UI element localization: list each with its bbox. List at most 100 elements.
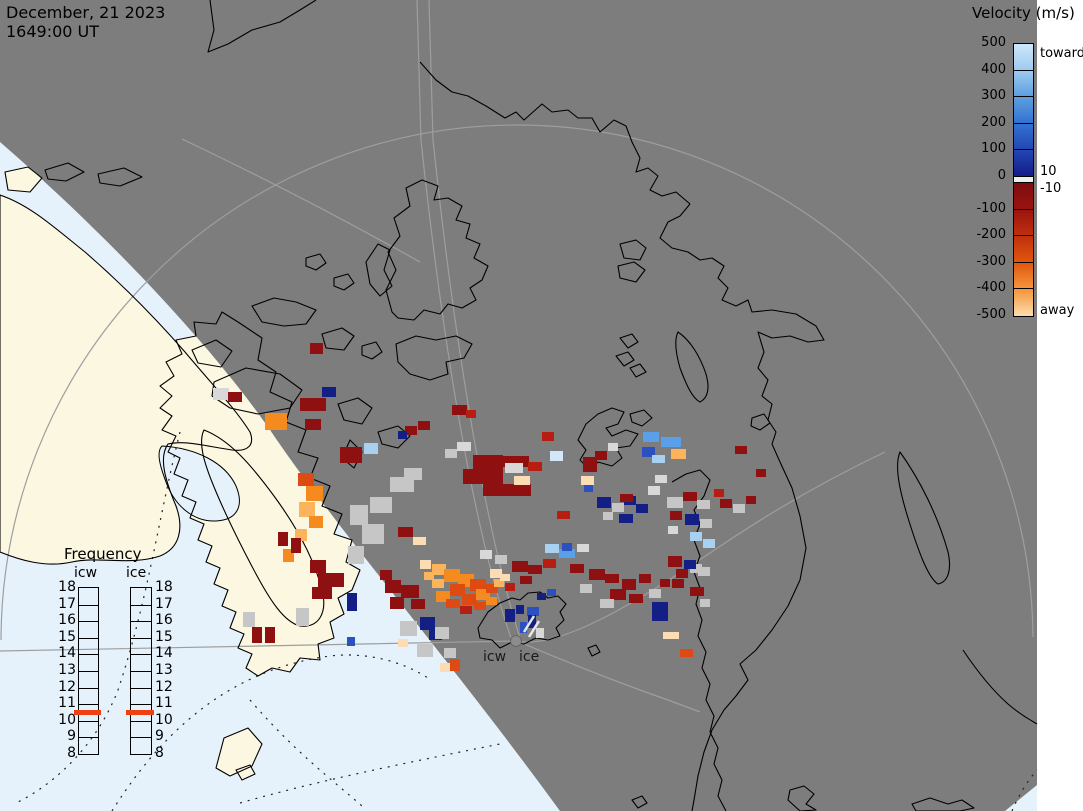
radar-data-cell (362, 524, 384, 544)
frequency-tick: 13 (58, 662, 76, 678)
radar-site-label-icw: icw (483, 649, 507, 665)
coastline-nwisle (4, 166, 43, 193)
radar-data-cell (547, 589, 556, 596)
radar-data-cell (495, 555, 507, 564)
dotted-graticule-4 (17, 431, 181, 803)
coastline-ellesmere (385, 179, 489, 321)
radar-data-cell (612, 503, 624, 512)
radar-data-cell (528, 565, 542, 574)
frequency-tick: 18 (155, 579, 173, 595)
radar-data-cell (683, 492, 697, 501)
radar-data-cell (733, 504, 745, 513)
radar-data-cell (500, 574, 510, 581)
radar-data-cell (746, 496, 756, 504)
radar-data-cell (340, 447, 362, 463)
radar-data-cell (296, 608, 309, 626)
coastline-shetland (631, 795, 648, 809)
frequency-tick: 8 (67, 745, 76, 761)
frequency-cell (79, 604, 98, 622)
radar-data-cell (398, 431, 407, 439)
coastline-iceland (477, 591, 567, 649)
toward-label: toward (1040, 46, 1083, 61)
velocity-tick: 0 (997, 168, 1006, 183)
ground-scatter-slash (522, 615, 536, 633)
radar-data-cell (520, 576, 532, 584)
radar-data-cell (228, 392, 242, 402)
frequency-cell (79, 737, 98, 754)
radar-data-cell (670, 511, 682, 520)
radar-data-cell (398, 527, 413, 537)
frequency-cell (131, 588, 151, 605)
coastline-somerset (377, 425, 411, 449)
radar-data-cell (398, 639, 408, 647)
radar-data-cell (445, 449, 457, 458)
radar-data-cell (661, 437, 681, 447)
radar-data-cell (474, 602, 486, 610)
colorbar-segment (1014, 182, 1033, 210)
radar-data-cell (543, 559, 556, 568)
coastline-norway-south (911, 797, 975, 811)
frequency-cell (79, 704, 98, 721)
date-label: December, 21 2023 (6, 3, 166, 22)
coastline-pechora-coast (962, 649, 1038, 725)
radar-data-cell (486, 597, 497, 605)
velocity-tick: -500 (976, 307, 1006, 322)
coastline-banks (191, 339, 233, 368)
frequency-cell (131, 604, 151, 622)
radar-site-label-ice: ice (519, 649, 540, 665)
radar-data-cell (364, 443, 378, 454)
coastline-siberia-east (659, 203, 825, 445)
inner-neg-tick: -10 (1040, 181, 1062, 196)
coastline-wrangel-2 (97, 167, 143, 187)
radar-site-dot (510, 635, 522, 647)
radar-data-cell (649, 589, 661, 598)
coastline-fjl-2 (615, 351, 635, 367)
radar-data-cell (570, 564, 584, 573)
frequency-cell (79, 621, 98, 638)
radar-data-cell (486, 584, 498, 593)
radar-data-cell (545, 544, 559, 553)
frequency-cell (131, 670, 151, 688)
radar-data-cell (600, 599, 614, 608)
radar-data-cell (413, 537, 426, 545)
radar-data-cell (660, 579, 670, 587)
coastline-melville (251, 297, 317, 327)
coastline-ringnes-2 (333, 273, 355, 291)
coastline-southampton (215, 727, 263, 777)
frequency-legend-title: Frequency (64, 545, 142, 563)
radar-data-cell (424, 572, 434, 580)
coastline-severnaya-s (750, 413, 771, 431)
coastline-fjl-1 (619, 333, 639, 349)
radar-data-cell (450, 584, 465, 596)
coastline-svalbard-ne (629, 409, 653, 427)
radar-data-cell (512, 561, 528, 572)
radar-data-cell (589, 569, 605, 580)
frequency-tick: 12 (58, 678, 76, 695)
coastline-islet (235, 764, 256, 781)
radar-data-cell (597, 497, 611, 508)
frequency-tick: 11 (58, 695, 76, 712)
frequency-tick: 16 (58, 612, 76, 629)
radar-data-cell (446, 599, 460, 608)
radar-data-cell (390, 477, 414, 492)
frequency-cell (131, 704, 151, 721)
radar-data-cell (299, 502, 315, 517)
radar-data-cell (470, 579, 486, 591)
frequency-cell (79, 720, 98, 738)
frequency-cell (131, 720, 151, 738)
frequency-tick: 13 (155, 662, 173, 678)
radar-data-cell (655, 475, 667, 483)
away-label: away (1040, 303, 1075, 318)
radar-data-cell (503, 456, 529, 467)
colorbar-segment (1014, 209, 1033, 237)
frequency-tick: 14 (155, 645, 173, 662)
radar-data-cell (643, 432, 659, 442)
coastline-bathurst (321, 327, 355, 351)
frequency-cell (131, 737, 151, 754)
colorbar-segment (1014, 236, 1033, 263)
radar-data-cell (347, 637, 355, 646)
radar-data-cell (400, 621, 417, 636)
radar-data-cell (432, 579, 444, 588)
radar-data-cell (605, 574, 619, 583)
